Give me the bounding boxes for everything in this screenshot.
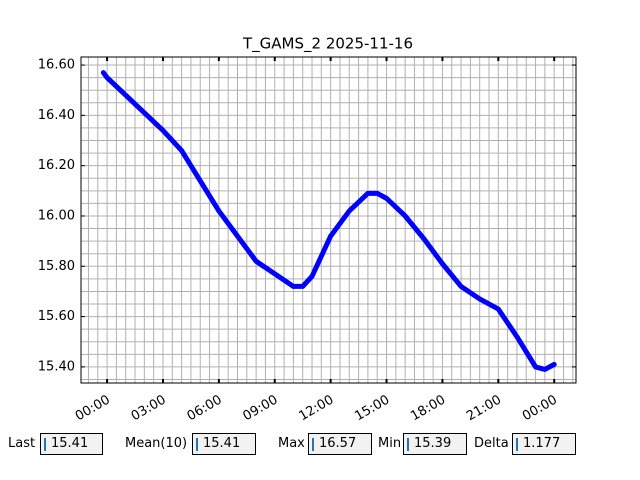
x-tick-label: 06:00 xyxy=(185,393,225,425)
x-tick-label: 21:00 xyxy=(464,393,504,425)
plot-frame xyxy=(80,56,577,384)
x-tick-label: 09:00 xyxy=(241,393,281,425)
x-tick-label: 00:00 xyxy=(73,393,113,425)
y-tick-label: 16.00 xyxy=(38,208,75,223)
y-tick-label: 15.60 xyxy=(38,309,75,324)
chart-title: T_GAMS_2 2025-11-16 xyxy=(242,35,413,54)
line-series xyxy=(100,70,557,372)
y-tick-label: 16.60 xyxy=(38,58,75,73)
y-tick-label: 15.40 xyxy=(38,359,75,374)
x-tick-label: 15:00 xyxy=(352,393,392,425)
y-tick-label: 15.80 xyxy=(38,259,75,274)
y-tick-label: 16.40 xyxy=(38,108,75,123)
y-tick-label: 16.20 xyxy=(38,158,75,173)
x-tick-label: 00:00 xyxy=(520,393,560,425)
x-tick-label: 12:00 xyxy=(296,393,336,425)
x-tick-label: 03:00 xyxy=(129,393,169,425)
x-tick-label: 18:00 xyxy=(408,393,448,425)
